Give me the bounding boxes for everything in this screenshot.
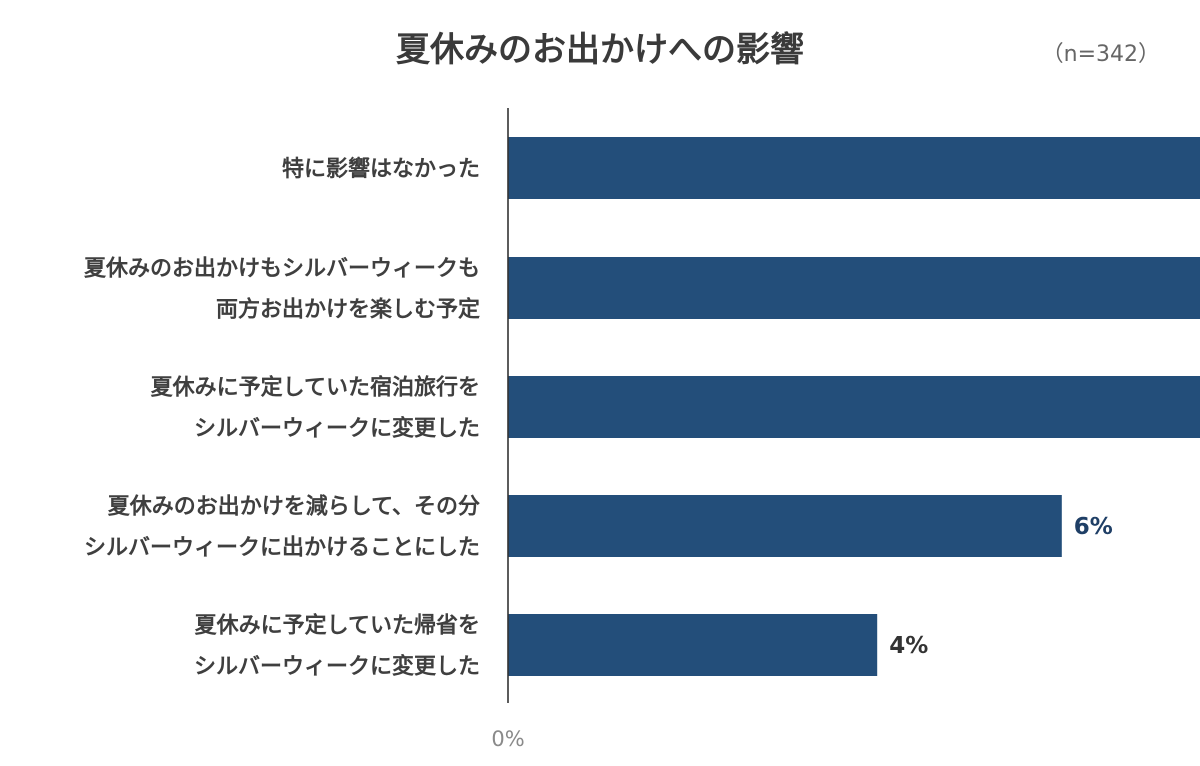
x-axis-ticks: 0%10%20%30%40%50%60%70% [491, 727, 524, 751]
category-label: 夏休みに予定していた宿泊旅行を [151, 375, 480, 401]
category-label: 両方お出かけを楽しむ予定 [216, 297, 480, 323]
value-labels: 65%22%8%6%4% [889, 514, 1113, 659]
category-label: シルバーウィークに変更した [194, 654, 480, 680]
category-label: シルバーウィークに変更した [194, 416, 480, 442]
category-label: 夏休みのお出かけを減らして、その分 [108, 495, 480, 520]
bars [508, 137, 1200, 676]
bar [508, 614, 878, 676]
bar [508, 376, 1200, 438]
category-label: 夏休みのお出かけもシルバーウィークも [84, 257, 480, 282]
value-label: 4% [889, 633, 928, 659]
category-label: 夏休みに予定していた帰省を [195, 613, 480, 639]
value-label: 6% [1074, 514, 1113, 540]
category-label: シルバーウィークに出かけることにした [84, 536, 480, 561]
sample-size-note: （n=342） [1042, 42, 1160, 67]
chart-title: 夏休みのお出かけへの影響 [396, 30, 804, 70]
bar [508, 495, 1062, 557]
bar [508, 137, 1200, 199]
category-label: 特に影響はなかった [282, 156, 480, 182]
x-tick-label: 0% [491, 727, 524, 751]
bar [508, 257, 1200, 319]
category-labels: 特に影響はなかった夏休みのお出かけもシルバーウィークも両方お出かけを楽しむ予定夏… [84, 156, 480, 680]
